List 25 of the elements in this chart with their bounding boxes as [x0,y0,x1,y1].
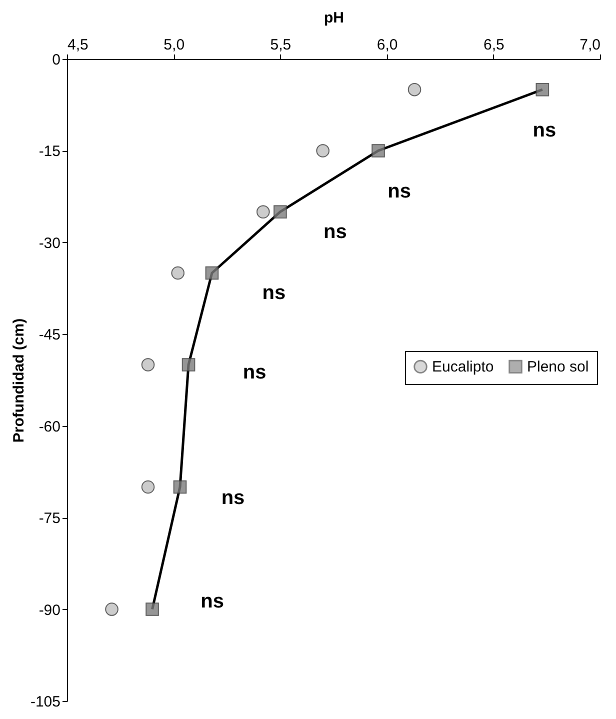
y-tick-label: -75 [38,510,60,528]
y-tick-label: -105 [30,694,60,710]
y-tick-label: -30 [38,234,60,252]
y-axis-title: Profundidad (cm) [10,318,28,443]
x-tick-label: 7,0 [580,36,600,54]
annotation: ns [324,220,347,243]
legend-label: Pleno sol [527,358,589,376]
annotation: ns [200,590,224,612]
x-tick-label: 6,5 [483,36,504,54]
y-tick-label: -45 [38,326,60,344]
x-axis-title: pH [324,10,344,26]
annotation: ns [262,282,286,304]
annotation: ns [242,362,266,384]
y-tick-label: -15 [38,143,60,160]
x-tick-label: 5,5 [270,36,292,54]
x-tick-label: 4,5 [68,36,88,54]
annotation: ns [532,120,556,142]
legend-label: Eucalipto [432,358,494,376]
y-tick-label: 0 [52,52,60,68]
annotation: ns [221,487,245,509]
y-tick-label: -90 [38,602,60,619]
x-tick-label: 6,0 [376,36,398,54]
x-tick-label: 5,0 [164,36,185,54]
y-tick-label: -60 [38,418,60,436]
annotation: ns [388,180,411,203]
